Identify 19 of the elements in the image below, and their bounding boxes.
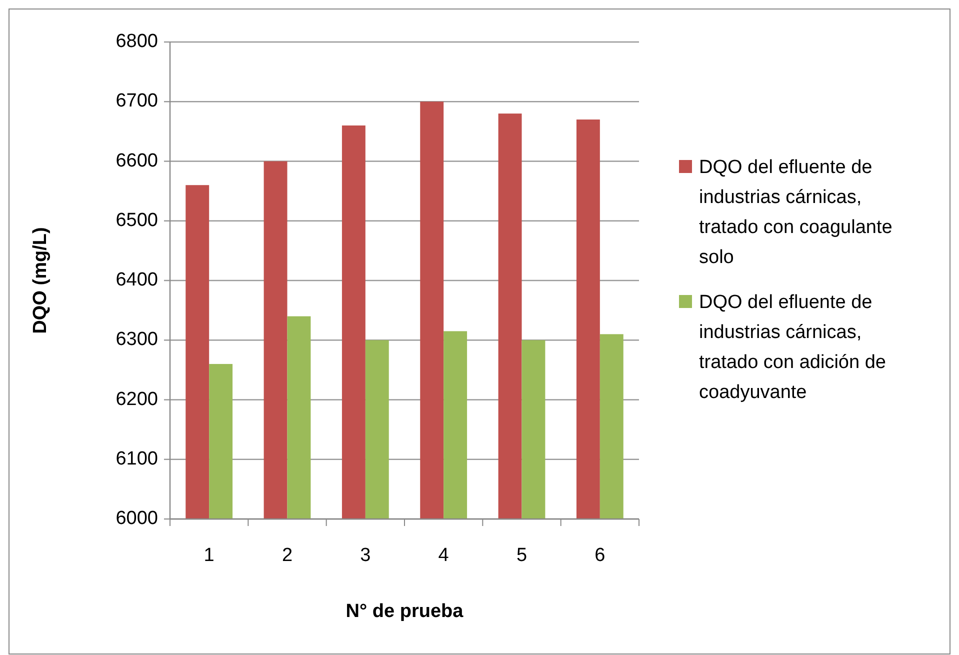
- x-tick-label: 6: [594, 545, 606, 566]
- y-tick-label: 6700: [116, 90, 158, 112]
- x-tick-label: 2: [282, 545, 293, 566]
- y-tick-label: 6500: [116, 210, 158, 231]
- x-tick-label: 3: [360, 545, 371, 566]
- y-tick-label: 6200: [116, 388, 158, 410]
- legend-label: DQO del efluente de industrias cárnicas, tratado con coagulante solo: [699, 157, 892, 268]
- x-tick-label: 4: [438, 545, 450, 566]
- x-axis-title: N° de prueba: [346, 601, 464, 622]
- x-tick-label: 5: [516, 545, 528, 566]
- y-axis-title: DQO (mg/L): [30, 227, 51, 334]
- y-tick-label: 6000: [116, 508, 158, 530]
- y-tick-label: 6600: [116, 150, 158, 172]
- y-tick-label: 6800: [116, 31, 158, 52]
- y-tick-label: 6300: [116, 329, 158, 350]
- x-tick-label: 1: [204, 545, 214, 566]
- y-tick-label: 6400: [116, 270, 158, 291]
- legend-label: DQO del efluente de industrias cárnicas, tratado con adición de coadyuvante: [699, 292, 886, 403]
- y-tick-label: 6100: [116, 448, 158, 470]
